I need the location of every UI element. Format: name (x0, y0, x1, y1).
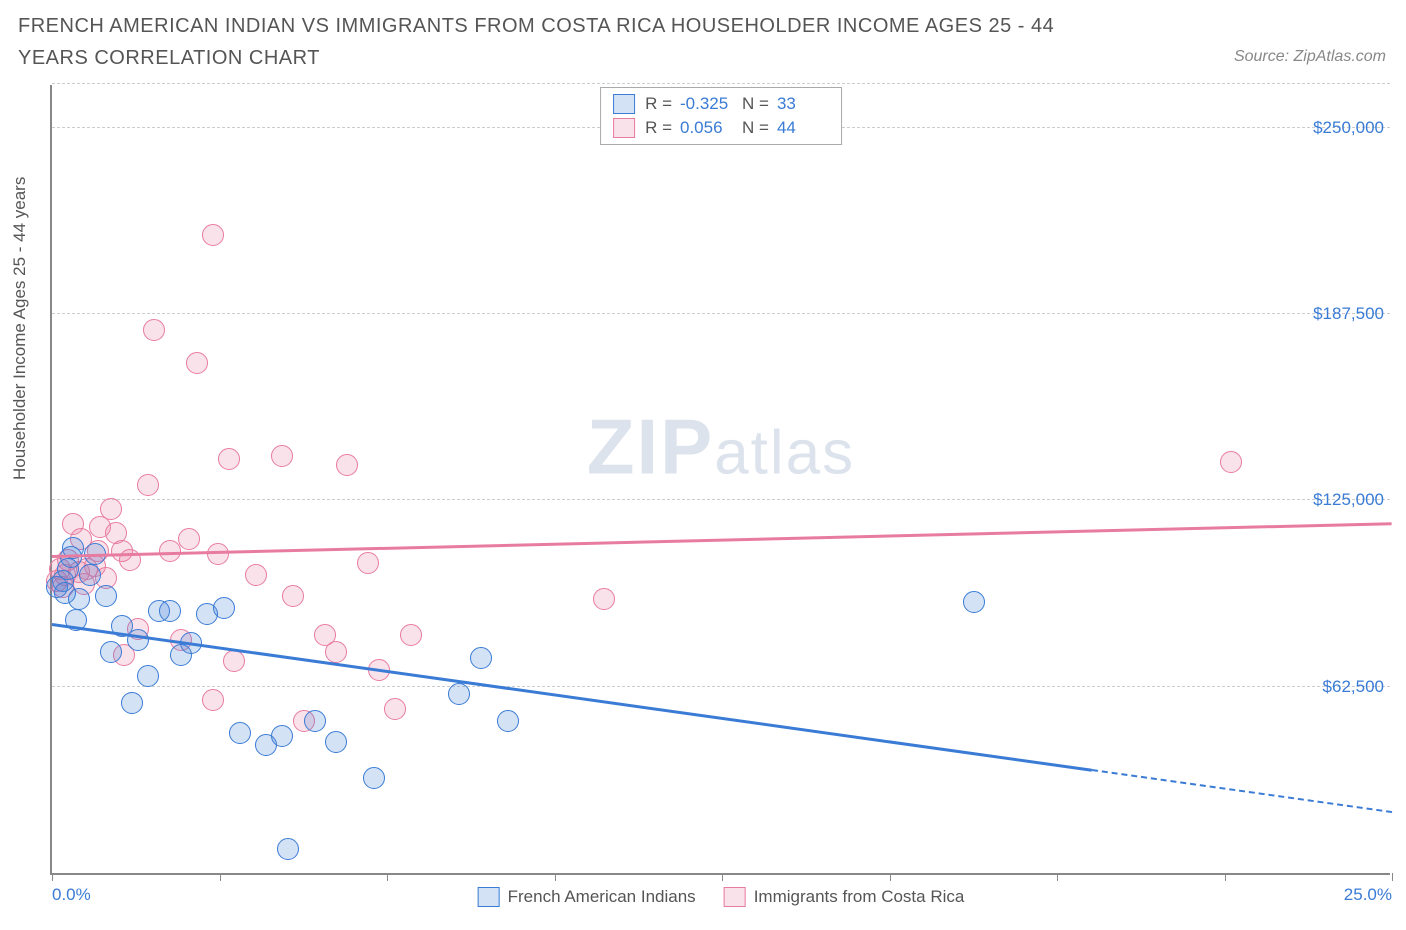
scatter-point-series-b (186, 352, 208, 374)
legend-label-series-a: French American Indians (508, 887, 696, 907)
x-tick (1392, 873, 1393, 881)
scatter-point-series-b (400, 624, 422, 646)
scatter-point-series-a (213, 597, 235, 619)
x-tick (722, 873, 723, 881)
scatter-point-series-b (357, 552, 379, 574)
legend-label-series-b: Immigrants from Costa Rica (754, 887, 965, 907)
legend-r-value-a: -0.325 (680, 94, 732, 114)
trendline-series-a-dashed (1092, 769, 1392, 813)
scatter-point-series-a (325, 731, 347, 753)
y-tick-label: $62,500 (1323, 677, 1392, 697)
scatter-point-series-b (282, 585, 304, 607)
gridline (52, 83, 1390, 84)
scatter-point-series-b (336, 454, 358, 476)
swatch-series-b (724, 887, 746, 907)
gridline (52, 313, 1390, 314)
scatter-point-series-b (100, 498, 122, 520)
swatch-series-a (478, 887, 500, 907)
x-tick (555, 873, 556, 881)
scatter-point-series-b (223, 650, 245, 672)
scatter-point-series-a (100, 641, 122, 663)
legend-r-label: R = (645, 94, 672, 114)
scatter-point-series-b (178, 528, 200, 550)
scatter-point-series-a (448, 683, 470, 705)
scatter-point-series-a (68, 588, 90, 610)
swatch-series-a (613, 94, 635, 114)
legend-row-series-a: R = -0.325 N = 33 (613, 92, 829, 116)
series-legend: French American Indians Immigrants from … (478, 887, 965, 907)
scatter-point-series-a (229, 722, 251, 744)
scatter-plot-area: ZIPatlas R = -0.325 N = 33 R = 0.056 N =… (50, 85, 1390, 875)
legend-r-value-b: 0.056 (680, 118, 732, 138)
scatter-point-series-a (271, 725, 293, 747)
legend-row-series-b: R = 0.056 N = 44 (613, 116, 829, 140)
scatter-point-series-b (1220, 451, 1242, 473)
gridline (52, 499, 1390, 500)
scatter-point-series-a (79, 564, 101, 586)
scatter-point-series-b (245, 564, 267, 586)
legend-n-value-b: 44 (777, 118, 829, 138)
scatter-point-series-a (159, 600, 181, 622)
scatter-point-series-b (202, 689, 224, 711)
legend-n-label: N = (742, 94, 769, 114)
scatter-point-series-a (277, 838, 299, 860)
scatter-point-series-a (497, 710, 519, 732)
scatter-point-series-b (207, 543, 229, 565)
x-tick (387, 873, 388, 881)
scatter-point-series-a (470, 647, 492, 669)
legend-item-series-b: Immigrants from Costa Rica (724, 887, 965, 907)
y-axis-title: Householder Income Ages 25 - 44 years (10, 177, 30, 480)
scatter-point-series-b (325, 641, 347, 663)
x-tick (890, 873, 891, 881)
legend-r-label: R = (645, 118, 672, 138)
scatter-point-series-a (137, 665, 159, 687)
x-tick (52, 873, 53, 881)
scatter-point-series-b (593, 588, 615, 610)
x-tick-label: 0.0% (52, 885, 91, 905)
scatter-point-series-b (137, 474, 159, 496)
scatter-point-series-a (963, 591, 985, 613)
x-tick (220, 873, 221, 881)
x-tick (1225, 873, 1226, 881)
chart-title: FRENCH AMERICAN INDIAN VS IMMIGRANTS FRO… (18, 10, 1128, 74)
scatter-point-series-b (271, 445, 293, 467)
trendline-series-b (52, 522, 1392, 557)
scatter-point-series-a (363, 767, 385, 789)
scatter-point-series-b (384, 698, 406, 720)
y-tick-label: $250,000 (1313, 118, 1392, 138)
scatter-point-series-b (202, 224, 224, 246)
source-attribution: Source: ZipAtlas.com (1234, 48, 1386, 66)
scatter-point-series-b (218, 448, 240, 470)
legend-n-value-a: 33 (777, 94, 829, 114)
legend-item-series-a: French American Indians (478, 887, 696, 907)
scatter-point-series-a (95, 585, 117, 607)
legend-n-label: N = (742, 118, 769, 138)
swatch-series-b (613, 118, 635, 138)
correlation-legend: R = -0.325 N = 33 R = 0.056 N = 44 (600, 87, 842, 145)
gridline (52, 686, 1390, 687)
x-tick-label: 25.0% (1344, 885, 1392, 905)
scatter-point-series-a (304, 710, 326, 732)
scatter-point-series-a (127, 629, 149, 651)
scatter-point-series-a (121, 692, 143, 714)
x-tick (1057, 873, 1058, 881)
y-tick-label: $125,000 (1313, 490, 1392, 510)
y-tick-label: $187,500 (1313, 304, 1392, 324)
scatter-point-series-b (143, 319, 165, 341)
watermark-logo: ZIPatlas (587, 402, 855, 493)
